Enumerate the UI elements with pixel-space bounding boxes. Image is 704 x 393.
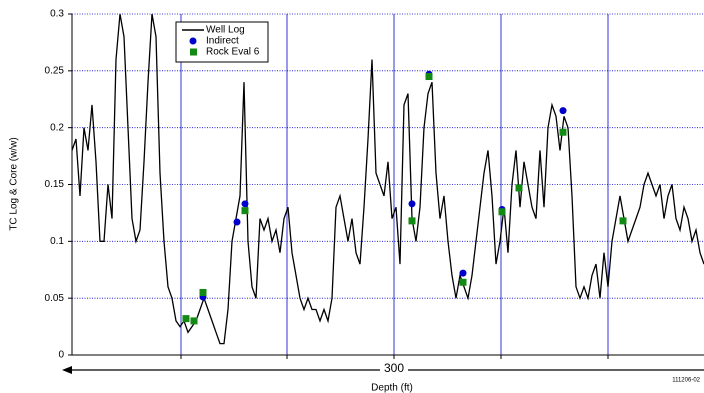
span-label: 300 [384, 361, 404, 375]
core-point [190, 317, 198, 325]
arrow-head [62, 366, 72, 374]
figure-code: 111206-02 [672, 378, 700, 384]
legend-swatch [190, 48, 197, 56]
y-tick-label: 0.3 [50, 9, 64, 20]
x-axis-label: Depth (ft) [371, 383, 413, 393]
core-point [459, 269, 467, 277]
y-tick-label: 0.15 [45, 179, 65, 190]
y-tick-label: 0.05 [45, 293, 65, 304]
well-log-line [72, 14, 704, 345]
core-point [233, 218, 241, 226]
core-point [515, 184, 523, 192]
core-point [559, 128, 567, 136]
core-point [408, 217, 416, 225]
core-point [425, 73, 433, 81]
core-point [559, 107, 567, 115]
y-tick-label: 0.25 [45, 65, 65, 76]
core-point [408, 200, 416, 208]
legend-label: Indirect [206, 36, 239, 47]
core-point [619, 217, 627, 225]
core-point [182, 315, 190, 323]
y-tick-label: 0.2 [50, 122, 64, 133]
core-point [241, 200, 249, 208]
y-tick-label: 0 [58, 350, 64, 361]
span-label-bg [380, 362, 408, 376]
y-axis-label: TC Log & Core (w/w) [9, 137, 20, 230]
core-point [199, 288, 207, 296]
legend-label: Well Log [206, 25, 245, 36]
legend-label: Rock Eval 6 [206, 47, 260, 58]
y-tick-label: 0.1 [50, 236, 64, 247]
legend-swatch [189, 37, 197, 45]
core-point [459, 278, 467, 286]
core-point [241, 207, 249, 215]
core-point [498, 208, 506, 216]
